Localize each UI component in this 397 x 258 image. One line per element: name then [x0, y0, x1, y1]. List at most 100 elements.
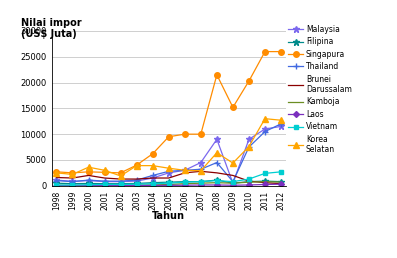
Malaysia	[214, 138, 219, 141]
Laos	[231, 184, 235, 187]
Filipina	[247, 180, 251, 183]
Laos	[182, 184, 187, 187]
Singapura	[279, 50, 283, 53]
Kamboja	[198, 182, 203, 185]
Line: Malaysia: Malaysia	[53, 123, 285, 187]
Filipina	[231, 182, 235, 185]
Korea
Selatan	[279, 119, 283, 122]
Thailand	[150, 174, 155, 177]
Vietnam	[247, 178, 251, 181]
Brunei
Darussalam	[214, 171, 219, 174]
Brunei
Darussalam	[279, 182, 283, 185]
Laos	[118, 184, 123, 187]
Filipina	[70, 182, 75, 185]
Kamboja	[86, 184, 91, 187]
Singapura	[231, 106, 235, 109]
Thailand	[262, 130, 267, 133]
Legend: Malaysia, Filipina, Singapura, Thailand, Brunei
Darussalam, Kamboja, Laos, Vietn: Malaysia, Filipina, Singapura, Thailand,…	[288, 25, 352, 154]
Text: (US$ Juta): (US$ Juta)	[21, 29, 77, 39]
Singapura	[70, 171, 75, 174]
Filipina	[86, 182, 91, 185]
Kamboja	[166, 183, 171, 186]
Korea
Selatan	[134, 164, 139, 167]
Korea
Selatan	[54, 171, 59, 174]
Korea
Selatan	[247, 145, 251, 148]
Filipina	[102, 182, 107, 185]
Laos	[198, 183, 203, 187]
Korea
Selatan	[70, 173, 75, 176]
Malaysia	[102, 180, 107, 183]
Singapura	[54, 170, 59, 173]
Brunei
Darussalam	[247, 180, 251, 183]
Malaysia	[279, 125, 283, 128]
Korea
Selatan	[182, 169, 187, 172]
Vietnam	[70, 183, 75, 187]
Vietnam	[262, 172, 267, 175]
Vietnam	[214, 179, 219, 182]
Singapura	[102, 171, 107, 174]
Thailand	[102, 180, 107, 183]
Malaysia	[231, 182, 235, 185]
Laos	[134, 184, 139, 187]
Kamboja	[70, 184, 75, 187]
Kamboja	[150, 183, 155, 187]
Filipina	[118, 182, 123, 185]
Brunei
Darussalam	[231, 174, 235, 177]
Kamboja	[247, 181, 251, 184]
Line: Vietnam: Vietnam	[54, 170, 283, 187]
Filipina	[134, 182, 139, 185]
Thailand	[214, 161, 219, 164]
Filipina	[214, 179, 219, 182]
Filipina	[54, 182, 59, 185]
Thailand	[198, 168, 203, 171]
Thailand	[231, 180, 235, 183]
Kamboja	[102, 184, 107, 187]
Korea
Selatan	[150, 164, 155, 167]
Laos	[214, 183, 219, 187]
Laos	[70, 184, 75, 187]
Brunei
Darussalam	[70, 176, 75, 180]
Vietnam	[198, 180, 203, 183]
Korea
Selatan	[262, 117, 267, 120]
Singapura	[198, 133, 203, 136]
Filipina	[262, 180, 267, 183]
Line: Filipina: Filipina	[53, 177, 285, 187]
Vietnam	[134, 183, 139, 186]
Malaysia	[198, 161, 203, 164]
Korea
Selatan	[166, 167, 171, 170]
Vietnam	[150, 182, 155, 185]
Kamboja	[134, 184, 139, 187]
Laos	[247, 183, 251, 187]
Korea
Selatan	[102, 169, 107, 172]
Korea
Selatan	[214, 151, 219, 154]
Thailand	[134, 179, 139, 182]
Line: Laos: Laos	[54, 182, 283, 188]
Singapura	[166, 135, 171, 138]
Thailand	[118, 180, 123, 183]
Line: Kamboja: Kamboja	[56, 182, 281, 186]
Malaysia	[182, 169, 187, 172]
Brunei
Darussalam	[118, 178, 123, 181]
Malaysia	[54, 179, 59, 182]
Laos	[54, 184, 59, 187]
Malaysia	[86, 179, 91, 182]
Laos	[86, 184, 91, 187]
Brunei
Darussalam	[134, 178, 139, 181]
Kamboja	[262, 180, 267, 183]
Brunei
Darussalam	[150, 176, 155, 180]
Malaysia	[150, 176, 155, 180]
Vietnam	[279, 170, 283, 173]
Thailand	[54, 179, 59, 182]
Brunei
Darussalam	[166, 176, 171, 180]
Laos	[166, 184, 171, 187]
Singapura	[247, 79, 251, 83]
Thailand	[70, 180, 75, 183]
Laos	[102, 184, 107, 187]
Brunei
Darussalam	[86, 174, 91, 177]
Kamboja	[279, 181, 283, 184]
Line: Thailand: Thailand	[53, 120, 285, 185]
Malaysia	[166, 171, 171, 174]
Brunei
Darussalam	[54, 176, 59, 179]
Line: Korea
Selatan: Korea Selatan	[54, 116, 284, 179]
Thailand	[182, 169, 187, 172]
